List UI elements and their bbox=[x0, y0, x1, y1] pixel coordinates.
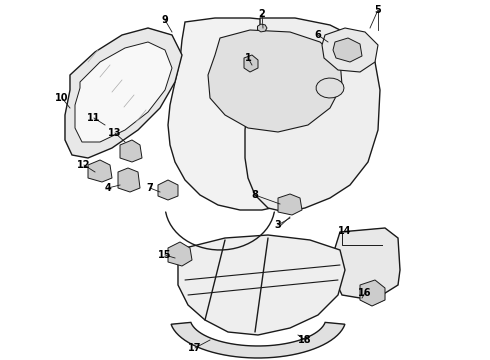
Polygon shape bbox=[278, 194, 302, 215]
Polygon shape bbox=[118, 168, 140, 192]
Text: 16: 16 bbox=[358, 288, 372, 298]
Text: 18: 18 bbox=[298, 335, 312, 345]
Polygon shape bbox=[171, 323, 345, 358]
Polygon shape bbox=[168, 18, 378, 210]
Text: 6: 6 bbox=[315, 30, 321, 40]
Polygon shape bbox=[88, 160, 112, 182]
Polygon shape bbox=[335, 228, 400, 298]
Polygon shape bbox=[75, 42, 172, 142]
Text: 4: 4 bbox=[105, 183, 111, 193]
Polygon shape bbox=[158, 180, 178, 200]
Polygon shape bbox=[333, 38, 362, 62]
Text: 8: 8 bbox=[251, 190, 258, 200]
Polygon shape bbox=[244, 55, 258, 72]
Polygon shape bbox=[65, 28, 182, 158]
Polygon shape bbox=[322, 28, 378, 72]
Text: 15: 15 bbox=[158, 250, 172, 260]
Polygon shape bbox=[168, 242, 192, 266]
Polygon shape bbox=[65, 75, 82, 155]
Text: 17: 17 bbox=[188, 343, 202, 353]
Text: 13: 13 bbox=[108, 128, 122, 138]
Text: 10: 10 bbox=[55, 93, 69, 103]
Text: 11: 11 bbox=[87, 113, 101, 123]
Polygon shape bbox=[333, 38, 362, 62]
Polygon shape bbox=[208, 30, 342, 132]
Polygon shape bbox=[258, 24, 267, 32]
Polygon shape bbox=[316, 78, 344, 98]
Polygon shape bbox=[125, 28, 182, 90]
Text: 12: 12 bbox=[77, 160, 91, 170]
Polygon shape bbox=[178, 245, 205, 320]
Text: 3: 3 bbox=[274, 220, 281, 230]
Text: 2: 2 bbox=[259, 9, 266, 19]
Polygon shape bbox=[340, 50, 378, 155]
Polygon shape bbox=[335, 228, 400, 298]
Text: 7: 7 bbox=[147, 183, 153, 193]
Text: 1: 1 bbox=[245, 53, 251, 63]
Polygon shape bbox=[360, 280, 385, 306]
Polygon shape bbox=[360, 280, 385, 306]
Polygon shape bbox=[171, 323, 345, 358]
Text: 14: 14 bbox=[338, 226, 352, 236]
Text: 5: 5 bbox=[375, 5, 381, 15]
Text: 9: 9 bbox=[162, 15, 169, 25]
Polygon shape bbox=[245, 18, 380, 212]
Polygon shape bbox=[178, 235, 345, 335]
Polygon shape bbox=[120, 140, 142, 162]
